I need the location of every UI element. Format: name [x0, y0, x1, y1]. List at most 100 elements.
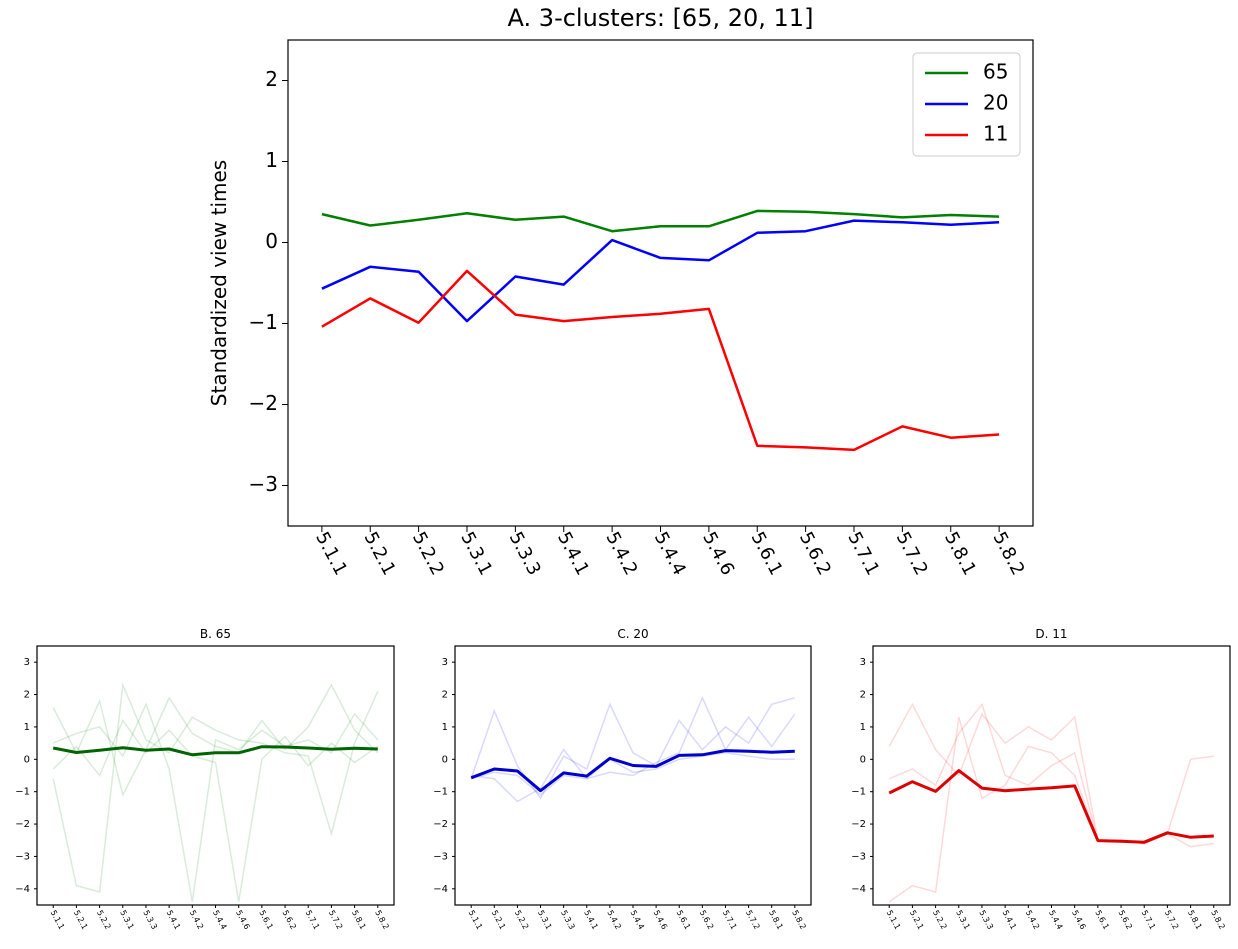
- chart-title: C. 20: [617, 627, 648, 641]
- y-tick-label: −4: [851, 884, 866, 895]
- y-tick-label: −3: [433, 851, 448, 862]
- y-tick-label: −3: [15, 851, 30, 862]
- x-tick-label: 5.8.2: [373, 909, 391, 931]
- x-tick-label: 5.7.2: [327, 909, 345, 931]
- x-tick-label: 5.4.1: [165, 909, 183, 931]
- x-tick-label: 5.7.1: [1140, 909, 1158, 931]
- y-tick-label: 2: [442, 690, 448, 701]
- x-tick-label: 5.8.1: [767, 909, 785, 931]
- y-tick-label: −3: [851, 851, 866, 862]
- x-tick-label: 5.3.3: [559, 909, 577, 931]
- x-tick-label: 5.6.2: [280, 909, 298, 931]
- x-tick-label: 5.4.6: [1070, 909, 1088, 931]
- x-tick-label: 5.4.6: [698, 528, 738, 578]
- x-tick-label: 5.6.2: [1116, 909, 1134, 931]
- x-tick-label: 5.8.1: [350, 909, 368, 931]
- x-tick-label: 5.4.4: [650, 528, 690, 578]
- y-tick-label: 0: [442, 754, 448, 765]
- plot-frame: [454, 645, 812, 906]
- x-tick-label: 5.2.2: [95, 909, 113, 931]
- x-tick-label: 5.4.4: [1047, 909, 1065, 931]
- y-tick-label: −2: [15, 819, 30, 830]
- y-tick-label: −1: [15, 787, 30, 798]
- x-tick-label: 5.7.2: [1163, 909, 1181, 931]
- x-tick-label: 5.7.2: [892, 528, 932, 578]
- x-tick-label: 5.1.1: [885, 909, 903, 931]
- legend-label: 20: [983, 91, 1008, 115]
- x-tick-label: 5.2.2: [408, 528, 448, 578]
- x-tick-label: 5.3.1: [536, 909, 554, 931]
- x-tick-label: 5.2.1: [72, 909, 90, 931]
- y-tick-label: 0: [860, 754, 866, 765]
- y-tick-label: 2: [860, 690, 866, 701]
- x-tick-label: 5.2.1: [908, 909, 926, 931]
- series-line: [52, 745, 378, 757]
- y-tick-label: 3: [442, 657, 448, 668]
- x-tick-label: 5.4.1: [582, 909, 600, 931]
- member-line: [471, 695, 796, 803]
- y-tick-label: 1: [860, 722, 866, 733]
- x-tick-label: 5.1.1: [467, 909, 485, 931]
- y-tick-label: −1: [249, 310, 278, 334]
- x-tick-label: 5.1.1: [311, 528, 351, 578]
- x-tick-label: 5.2.2: [513, 909, 531, 931]
- x-tick-label: 5.7.1: [721, 909, 739, 931]
- y-tick-label: 1: [24, 722, 30, 733]
- x-tick-label: 5.4.6: [652, 909, 670, 931]
- x-tick-label: 5.6.1: [257, 909, 275, 931]
- plot-frame: [872, 645, 1231, 906]
- y-tick-label: 0: [265, 229, 278, 253]
- member-line: [470, 752, 795, 796]
- x-tick-label: 5.1.1: [49, 909, 67, 931]
- x-tick-label: 5.6.2: [698, 909, 716, 931]
- plot-frame: [287, 39, 1034, 527]
- x-tick-label: 5.8.2: [988, 528, 1028, 578]
- member-line: [888, 702, 1214, 845]
- x-tick-label: 5.3.3: [505, 528, 545, 578]
- x-tick-label: 5.7.2: [744, 909, 762, 931]
- series-line: [321, 269, 1000, 452]
- member-line: [888, 702, 1214, 848]
- x-tick-label: 5.3.3: [141, 909, 159, 931]
- y-tick-label: −2: [249, 391, 278, 415]
- x-tick-label: 5.6.1: [675, 909, 693, 931]
- y-tick-label: −2: [433, 819, 448, 830]
- x-tick-label: 5.4.1: [1001, 909, 1019, 931]
- legend-label: 11: [983, 122, 1008, 146]
- y-tick-label: −1: [851, 787, 866, 798]
- y-tick-label: 3: [24, 657, 30, 668]
- member-line: [52, 681, 379, 893]
- x-tick-label: 5.3.3: [977, 909, 995, 931]
- x-tick-label: 5.4.2: [1024, 909, 1042, 931]
- series-line: [888, 769, 1214, 844]
- y-tick-label: 3: [860, 657, 866, 668]
- series-line: [321, 219, 1000, 323]
- y-tick-label: −4: [433, 884, 448, 895]
- x-tick-label: 5.8.2: [1209, 909, 1227, 931]
- y-tick-label: −2: [851, 819, 866, 830]
- x-tick-label: 5.3.1: [456, 528, 496, 578]
- x-tick-label: 5.4.2: [188, 909, 206, 931]
- y-tick-label: 2: [24, 690, 30, 701]
- x-tick-label: 5.6.2: [795, 528, 835, 578]
- x-tick-label: 5.3.1: [118, 909, 136, 931]
- x-tick-label: 5.4.1: [553, 528, 593, 578]
- x-tick-label: 5.7.1: [843, 528, 883, 578]
- x-tick-label: 5.2.1: [490, 909, 508, 931]
- x-tick-label: 5.8.2: [790, 909, 808, 931]
- member-line: [470, 697, 796, 800]
- x-tick-label: 5.2.2: [931, 909, 949, 931]
- series-line: [321, 209, 1000, 233]
- x-tick-label: 5.4.4: [211, 909, 229, 931]
- y-tick-label: 1: [265, 148, 278, 172]
- x-tick-label: 5.4.4: [628, 909, 646, 931]
- plot-frame: [36, 645, 395, 906]
- x-tick-label: 5.2.1: [360, 528, 400, 578]
- x-tick-label: 5.8.1: [940, 528, 980, 578]
- x-tick-label: 5.6.1: [747, 528, 787, 578]
- x-tick-label: 5.4.2: [601, 528, 641, 578]
- chart-title: D. 11: [1035, 627, 1067, 641]
- member-line: [52, 683, 379, 798]
- y-tick-label: −3: [249, 472, 278, 496]
